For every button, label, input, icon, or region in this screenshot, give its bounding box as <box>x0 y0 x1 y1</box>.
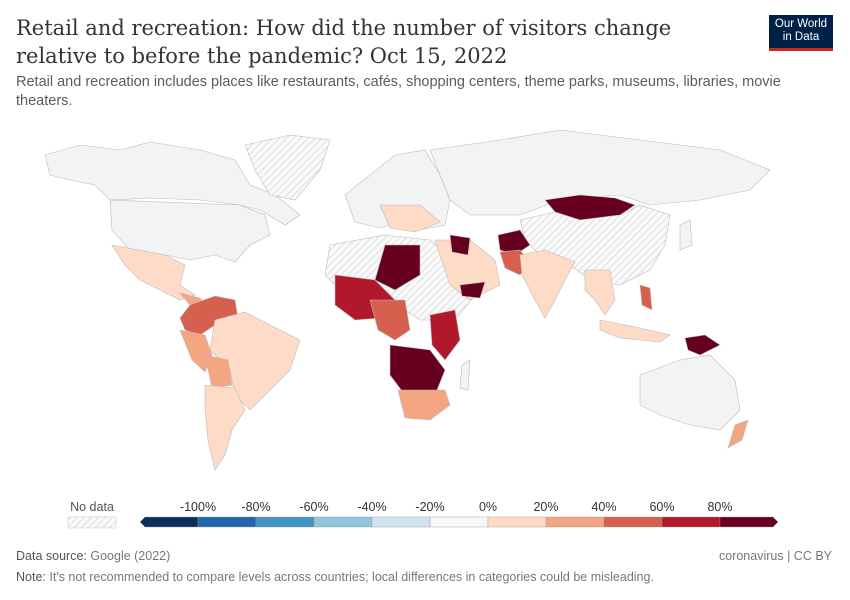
legend-no-data-swatch <box>67 516 117 529</box>
legend-bin[interactable] <box>255 516 315 528</box>
note: Note: It's not recommended to compare le… <box>16 570 654 584</box>
chart-subtitle: Retail and recreation includes places li… <box>16 74 781 109</box>
legend-bin[interactable] <box>371 516 431 528</box>
region-east-africa[interactable] <box>429 309 461 361</box>
region-philippines[interactable] <box>639 284 653 311</box>
legend-tick-label: -80% <box>241 500 270 514</box>
region-canada[interactable] <box>44 141 301 226</box>
legend-tick-label: 0% <box>479 500 497 514</box>
region-png[interactable] <box>684 334 721 356</box>
region-japan[interactable] <box>679 219 693 251</box>
legend-tick-label: 40% <box>591 500 616 514</box>
legend-bin[interactable] <box>429 516 489 528</box>
world-map <box>44 129 771 471</box>
legend-bin[interactable] <box>197 516 257 528</box>
region-southeast-asia[interactable] <box>584 269 616 316</box>
legend-tick-label: -40% <box>357 500 386 514</box>
region-new-zealand[interactable] <box>727 419 749 449</box>
legend-bin[interactable] <box>661 516 721 528</box>
region-iraq[interactable] <box>449 234 471 256</box>
region-greenland[interactable] <box>244 134 331 201</box>
legend-bin[interactable] <box>603 516 663 528</box>
license[interactable]: coronavirus | CC BY <box>718 549 832 563</box>
region-south-africa[interactable] <box>397 389 451 421</box>
owid-logo[interactable]: Our World in Data <box>769 15 833 51</box>
data-source: Data source: Google (2022) <box>16 549 170 563</box>
region-usa[interactable] <box>109 199 271 263</box>
region-russia[interactable] <box>429 129 771 216</box>
region-australia[interactable] <box>639 354 741 431</box>
chart-title: Retail and recreation: How did the numbe… <box>16 16 672 68</box>
legend-bin[interactable] <box>139 516 199 528</box>
note-text: It's not recommended to compare levels a… <box>49 570 654 584</box>
note-label: Note: <box>16 570 46 584</box>
legend-tick-label: 80% <box>707 500 732 514</box>
source-label: Data source: <box>16 549 87 563</box>
legend-bin[interactable] <box>719 516 779 528</box>
region-bolivia[interactable] <box>204 354 233 389</box>
region-argentina-chile[interactable] <box>204 384 246 471</box>
legend-tick-label: -20% <box>415 500 444 514</box>
source-link[interactable]: Google (2022) <box>90 549 171 563</box>
color-legend: No data -100% -80% -60% -40% -20% 0% 20% 40% 60%… <box>67 500 779 529</box>
legend-tick-label: -60% <box>299 500 328 514</box>
region-yemen[interactable] <box>459 281 486 299</box>
region-india[interactable] <box>519 249 576 319</box>
region-libya-niger[interactable] <box>374 244 421 291</box>
logo-text: Our World in Data <box>774 18 828 43</box>
region-southern-africa[interactable] <box>389 344 446 396</box>
legend-bin[interactable] <box>313 516 373 528</box>
region-central-africa[interactable] <box>369 299 411 341</box>
legend-tick-label: 60% <box>649 500 674 514</box>
region-europe-south[interactable] <box>379 204 441 233</box>
legend-no-data-label: No data <box>70 500 114 514</box>
region-afghanistan[interactable] <box>497 229 531 256</box>
legend-bin[interactable] <box>487 516 547 528</box>
region-madagascar[interactable] <box>459 359 471 391</box>
legend-tick-label: -100% <box>180 500 216 514</box>
legend-bin[interactable] <box>545 516 605 528</box>
legend-tick-label: 20% <box>533 500 558 514</box>
region-indonesia[interactable] <box>599 319 671 343</box>
